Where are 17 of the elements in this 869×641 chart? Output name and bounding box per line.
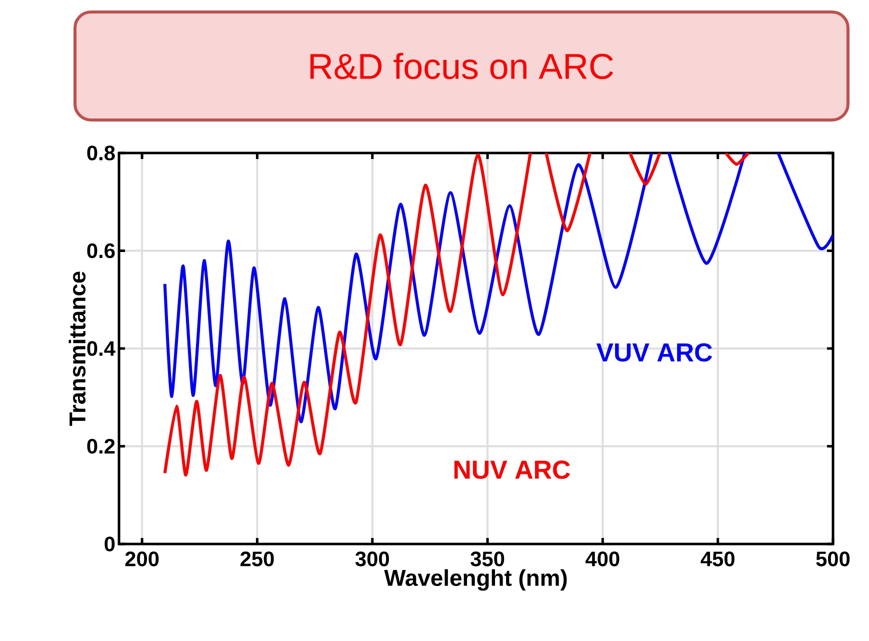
x-tick-label: 450 <box>700 552 734 566</box>
x-tick-label: 300 <box>355 552 389 566</box>
x-tick-label: 400 <box>586 552 620 566</box>
text: NUV ARC <box>454 460 570 479</box>
chart-title: R&D focus on ARC <box>310 52 614 80</box>
x-tick-label: 200 <box>125 552 159 566</box>
y-tick-label: 0 <box>104 536 115 552</box>
y-tick-label: 0.6 <box>87 243 115 258</box>
x-tick-label: 500 <box>816 552 850 566</box>
y-axis-title: Transmittance <box>68 272 86 426</box>
text: VUV ARC <box>596 343 712 362</box>
y-tick-label: 0.4 <box>87 341 116 356</box>
y-tick-label: 0.2 <box>87 438 115 454</box>
x-axis-title: Wavelenght (nm) <box>384 569 567 591</box>
x-tick-label: 350 <box>470 552 504 566</box>
y-tick-label: 0.8 <box>87 146 115 160</box>
x-tick-label: 250 <box>240 552 274 566</box>
